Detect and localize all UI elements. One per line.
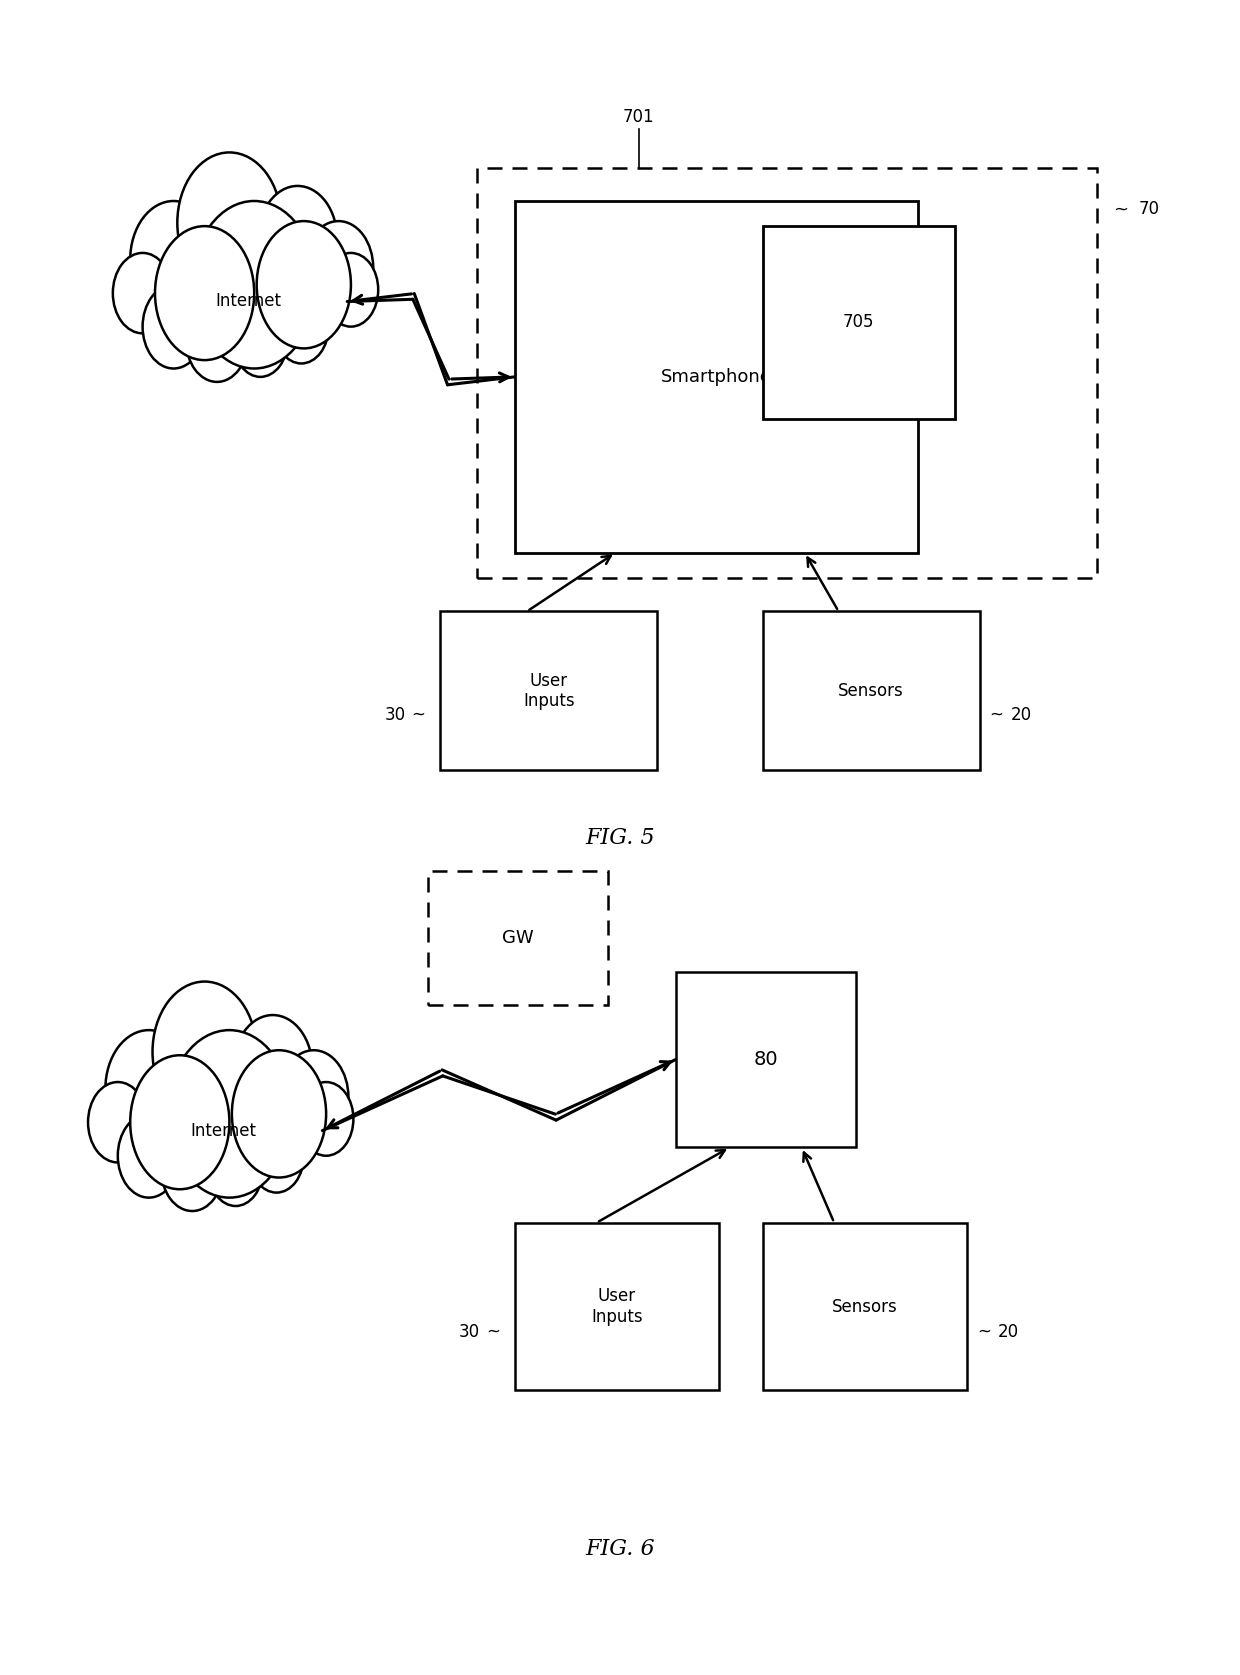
Circle shape bbox=[153, 982, 257, 1122]
Text: ~: ~ bbox=[1114, 201, 1128, 218]
Text: User
Inputs: User Inputs bbox=[591, 1286, 642, 1327]
Circle shape bbox=[175, 149, 284, 296]
Circle shape bbox=[257, 221, 351, 348]
Circle shape bbox=[186, 298, 248, 382]
Circle shape bbox=[232, 302, 289, 379]
Circle shape bbox=[322, 251, 379, 328]
Circle shape bbox=[232, 1050, 326, 1178]
Text: 20: 20 bbox=[1011, 705, 1032, 724]
Circle shape bbox=[298, 1080, 355, 1157]
Circle shape bbox=[299, 1082, 353, 1156]
Text: 705: 705 bbox=[843, 313, 874, 332]
Text: ~: ~ bbox=[990, 705, 1003, 724]
Circle shape bbox=[164, 1025, 295, 1203]
Circle shape bbox=[255, 183, 340, 296]
Circle shape bbox=[185, 296, 249, 384]
FancyBboxPatch shape bbox=[477, 168, 1097, 578]
Text: Internet: Internet bbox=[215, 293, 281, 310]
Text: FIG. 6: FIG. 6 bbox=[585, 1538, 655, 1561]
FancyBboxPatch shape bbox=[676, 971, 856, 1147]
FancyBboxPatch shape bbox=[440, 611, 657, 770]
Circle shape bbox=[192, 201, 316, 368]
Circle shape bbox=[103, 1027, 195, 1151]
FancyBboxPatch shape bbox=[515, 1223, 719, 1390]
Circle shape bbox=[160, 1126, 224, 1213]
Circle shape bbox=[273, 288, 330, 365]
FancyBboxPatch shape bbox=[428, 871, 608, 1005]
Text: Smartphone: Smartphone bbox=[661, 368, 771, 385]
Circle shape bbox=[130, 201, 217, 318]
FancyBboxPatch shape bbox=[763, 611, 980, 770]
Circle shape bbox=[274, 290, 329, 363]
Circle shape bbox=[233, 1015, 312, 1122]
Circle shape bbox=[130, 1055, 229, 1189]
Text: ~: ~ bbox=[486, 1323, 500, 1340]
Circle shape bbox=[141, 283, 206, 370]
Circle shape bbox=[248, 1117, 305, 1194]
Text: Internet: Internet bbox=[190, 1122, 257, 1139]
Circle shape bbox=[155, 226, 254, 360]
Text: 80: 80 bbox=[754, 1050, 777, 1069]
Circle shape bbox=[113, 253, 172, 333]
Circle shape bbox=[143, 285, 205, 368]
Circle shape bbox=[233, 303, 288, 377]
Text: 30: 30 bbox=[459, 1323, 480, 1340]
FancyBboxPatch shape bbox=[515, 201, 918, 553]
Circle shape bbox=[278, 1049, 350, 1146]
Text: Sensors: Sensors bbox=[832, 1298, 898, 1315]
Circle shape bbox=[324, 253, 378, 327]
Circle shape bbox=[105, 1030, 192, 1147]
Circle shape bbox=[190, 196, 320, 374]
Text: Sensors: Sensors bbox=[838, 682, 904, 700]
Circle shape bbox=[128, 198, 219, 322]
Text: 701: 701 bbox=[622, 107, 655, 126]
Circle shape bbox=[249, 1119, 304, 1193]
Circle shape bbox=[231, 1012, 315, 1126]
Text: User
Inputs: User Inputs bbox=[523, 672, 574, 710]
Circle shape bbox=[304, 221, 373, 315]
Circle shape bbox=[112, 251, 174, 335]
Circle shape bbox=[177, 152, 281, 293]
Circle shape bbox=[118, 1114, 180, 1198]
Circle shape bbox=[207, 1131, 264, 1208]
Circle shape bbox=[167, 1030, 291, 1198]
Text: 70: 70 bbox=[1138, 201, 1159, 218]
Text: ~: ~ bbox=[977, 1323, 991, 1340]
Circle shape bbox=[279, 1050, 348, 1144]
FancyBboxPatch shape bbox=[763, 226, 955, 419]
Circle shape bbox=[258, 186, 337, 293]
Circle shape bbox=[254, 218, 353, 352]
Circle shape bbox=[150, 978, 259, 1126]
Circle shape bbox=[208, 1132, 263, 1206]
Text: GW: GW bbox=[502, 930, 533, 946]
Circle shape bbox=[161, 1127, 223, 1211]
Text: 20: 20 bbox=[998, 1323, 1019, 1340]
Text: ~: ~ bbox=[412, 705, 425, 724]
Circle shape bbox=[303, 219, 374, 317]
Circle shape bbox=[128, 1052, 232, 1193]
Circle shape bbox=[153, 223, 257, 363]
Circle shape bbox=[229, 1047, 329, 1181]
Text: FIG. 5: FIG. 5 bbox=[585, 826, 655, 849]
Circle shape bbox=[117, 1112, 181, 1199]
FancyBboxPatch shape bbox=[763, 1223, 967, 1390]
Circle shape bbox=[88, 1082, 148, 1162]
Circle shape bbox=[87, 1080, 149, 1164]
Text: 30: 30 bbox=[384, 705, 405, 724]
